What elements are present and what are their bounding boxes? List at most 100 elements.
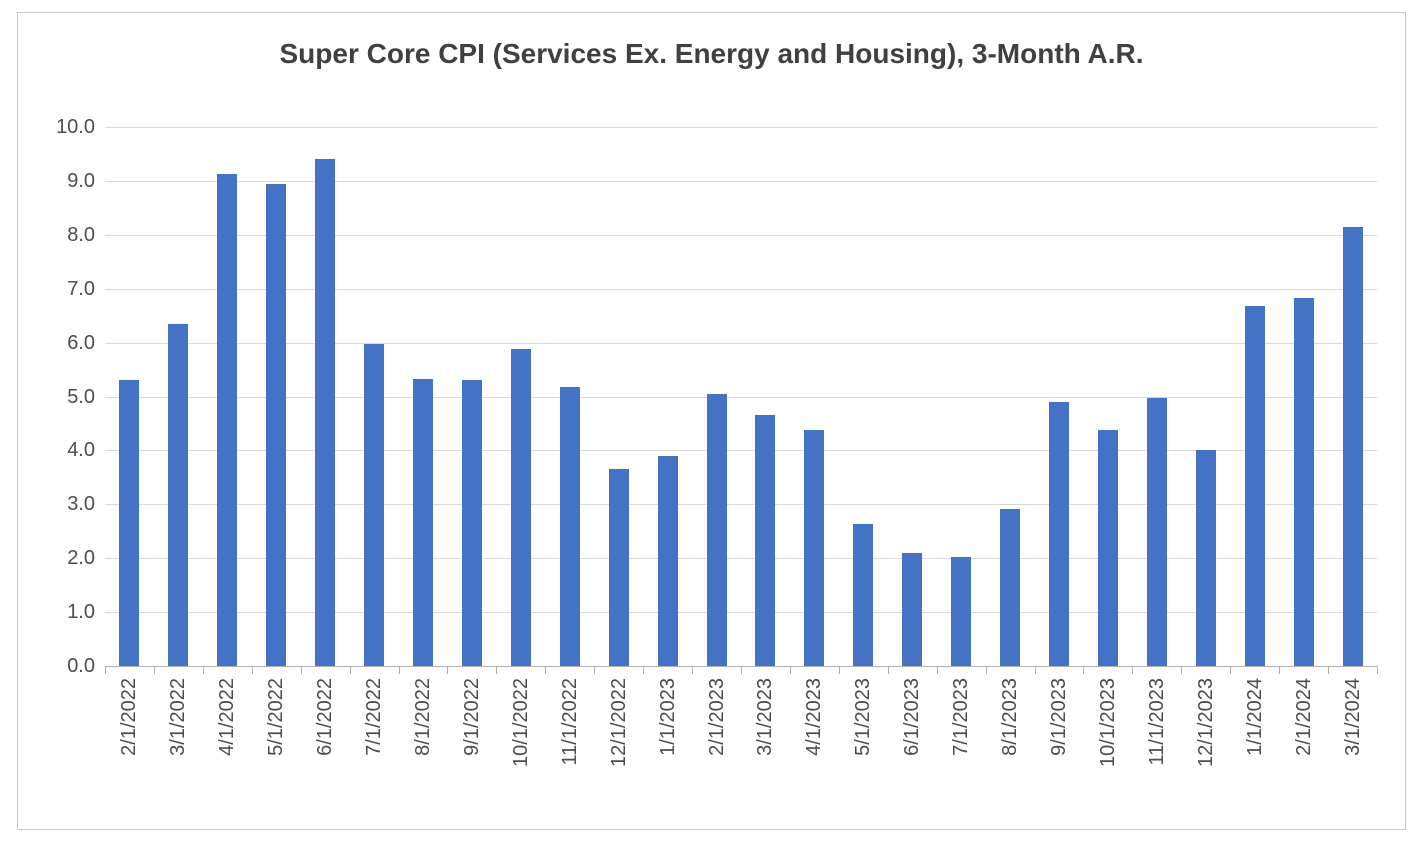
chart-title: Super Core CPI (Services Ex. Energy and … xyxy=(279,38,1144,69)
bar-3/1/2023 xyxy=(755,415,775,666)
bar-7/1/2023 xyxy=(951,557,971,666)
x-axis-tick-label: 3/1/2022 xyxy=(167,678,189,756)
x-axis-tick-label: 7/1/2022 xyxy=(363,678,385,756)
bar-6/1/2023 xyxy=(902,553,922,666)
x-axis-tick xyxy=(594,667,595,674)
x-axis-tick-label: 1/1/2023 xyxy=(657,678,679,756)
x-axis-tick xyxy=(154,667,155,674)
x-axis-tick-label: 8/1/2022 xyxy=(412,678,434,756)
y-axis-tick-label: 9.0 xyxy=(67,170,95,192)
bar-11/1/2023 xyxy=(1147,398,1167,666)
y-axis-tick-label: 6.0 xyxy=(67,332,95,354)
gridline xyxy=(105,127,1377,128)
bar-8/1/2023 xyxy=(1000,509,1020,666)
x-axis-tick xyxy=(937,667,938,674)
y-axis-tick-label: 3.0 xyxy=(67,493,95,515)
gridline xyxy=(105,343,1377,344)
x-axis-tick-label: 2/1/2024 xyxy=(1293,678,1315,756)
bar-1/1/2023 xyxy=(658,456,678,666)
y-axis-tick-label: 1.0 xyxy=(67,601,95,623)
bar-12/1/2022 xyxy=(609,469,629,666)
x-axis-tick xyxy=(496,667,497,674)
x-axis-tick xyxy=(1132,667,1133,674)
x-axis-tick xyxy=(447,667,448,674)
x-axis-tick xyxy=(252,667,253,674)
x-axis-tick-label: 11/1/2023 xyxy=(1146,678,1168,766)
x-axis-tick xyxy=(1279,667,1280,674)
x-axis-tick-label: 12/1/2022 xyxy=(608,678,630,767)
gridline xyxy=(105,558,1377,559)
bar-2/1/2023 xyxy=(707,394,727,666)
x-axis-tick-label: 1/1/2024 xyxy=(1244,678,1266,756)
x-axis-line xyxy=(105,666,1378,667)
bar-7/1/2022 xyxy=(364,344,384,666)
x-axis-tick-label: 9/1/2022 xyxy=(461,678,483,756)
y-axis-tick-label: 2.0 xyxy=(67,547,95,569)
x-axis-tick xyxy=(741,667,742,674)
x-axis-tick-label: 11/1/2022 xyxy=(559,678,581,766)
gridline xyxy=(105,397,1377,398)
bar-9/1/2023 xyxy=(1049,402,1069,666)
bar-10/1/2022 xyxy=(511,349,531,666)
x-axis-tick xyxy=(1181,667,1182,674)
y-axis-tick-label: 7.0 xyxy=(67,278,95,300)
x-axis-tick-label: 7/1/2023 xyxy=(950,678,972,756)
x-axis-tick xyxy=(545,667,546,674)
y-axis-tick-label: 5.0 xyxy=(67,386,95,408)
x-axis-tick-label: 9/1/2023 xyxy=(1048,678,1070,756)
gridline xyxy=(105,181,1377,182)
x-axis-tick xyxy=(839,667,840,674)
gridline xyxy=(105,504,1377,505)
bar-3/1/2024 xyxy=(1343,227,1363,666)
x-axis-tick-label: 8/1/2023 xyxy=(999,678,1021,756)
bar-2/1/2024 xyxy=(1294,298,1314,666)
gridline xyxy=(105,289,1377,290)
x-axis-tick xyxy=(1377,667,1378,674)
bar-4/1/2022 xyxy=(217,174,237,666)
x-axis-tick xyxy=(1328,667,1329,674)
x-axis-tick xyxy=(350,667,351,674)
bar-3/1/2022 xyxy=(168,324,188,666)
bar-10/1/2023 xyxy=(1098,430,1118,666)
x-axis-tick-label: 2/1/2023 xyxy=(706,678,728,756)
x-axis-tick xyxy=(643,667,644,674)
x-axis-tick xyxy=(203,667,204,674)
x-axis-tick-label: 10/1/2023 xyxy=(1097,678,1119,767)
x-axis-tick xyxy=(1083,667,1084,674)
x-axis-tick xyxy=(105,667,106,674)
x-axis-tick-label: 4/1/2022 xyxy=(216,678,238,756)
x-axis-tick xyxy=(986,667,987,674)
y-axis-tick-label: 10.0 xyxy=(56,116,95,138)
y-axis-tick-label: 4.0 xyxy=(67,439,95,461)
x-axis-tick xyxy=(692,667,693,674)
bar-9/1/2022 xyxy=(462,380,482,666)
x-axis-tick-label: 4/1/2023 xyxy=(803,678,825,756)
x-axis-tick-label: 5/1/2022 xyxy=(265,678,287,756)
x-axis-tick-label: 3/1/2023 xyxy=(754,678,776,756)
x-axis-tick xyxy=(888,667,889,674)
x-axis-tick-label: 10/1/2022 xyxy=(510,678,532,767)
x-axis-tick xyxy=(399,667,400,674)
bar-2/1/2022 xyxy=(119,380,139,666)
y-axis-tick-label: 0.0 xyxy=(67,655,95,677)
x-axis-tick-label: 3/1/2024 xyxy=(1342,678,1364,756)
x-axis-tick-label: 6/1/2022 xyxy=(314,678,336,756)
y-axis-tick-label: 8.0 xyxy=(67,224,95,246)
gridline xyxy=(105,450,1377,451)
bar-5/1/2022 xyxy=(266,184,286,666)
bar-6/1/2022 xyxy=(315,159,335,666)
x-axis-tick xyxy=(301,667,302,674)
gridline xyxy=(105,612,1377,613)
x-axis-tick-label: 2/1/2022 xyxy=(118,678,140,756)
bar-11/1/2022 xyxy=(560,387,580,666)
bar-4/1/2023 xyxy=(804,430,824,666)
bar-1/1/2024 xyxy=(1245,306,1265,666)
x-axis-tick-label: 6/1/2023 xyxy=(901,678,923,756)
x-axis-tick xyxy=(1230,667,1231,674)
x-axis-tick xyxy=(1035,667,1036,674)
x-axis-tick-label: 5/1/2023 xyxy=(852,678,874,756)
x-axis-tick-label: 12/1/2023 xyxy=(1195,678,1217,767)
x-axis-tick xyxy=(790,667,791,674)
bar-8/1/2022 xyxy=(413,379,433,666)
